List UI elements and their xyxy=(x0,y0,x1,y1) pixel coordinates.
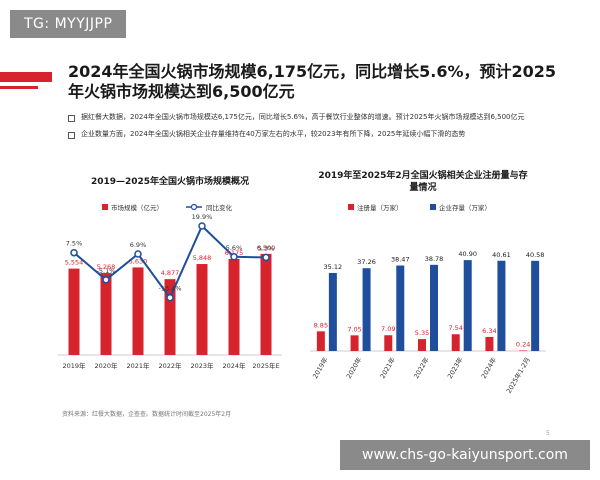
bar-value-label: 7.05 xyxy=(347,325,361,333)
accent-bar xyxy=(0,72,52,82)
bar-value-label: 5,268 xyxy=(97,263,116,271)
chart-title-right: 2019年至2025年2月全国火锅相关企业注册量与存量情况 xyxy=(318,171,528,193)
yoy-value-label: 7.5% xyxy=(66,240,83,248)
chart-market-size: 市场规模（亿元） 同比变化 5,554 2019年 5,268 2020年 5,630 202… xyxy=(58,203,282,370)
bar-value-label: 5,630 xyxy=(129,257,148,265)
bar-registrations xyxy=(519,350,528,351)
yoy-value-label: 5.3% xyxy=(258,244,275,252)
x-tick-label: 2023年 xyxy=(190,361,214,370)
yoy-point xyxy=(166,293,174,302)
yoy-value-label: 19.9% xyxy=(192,213,213,221)
bar-stock xyxy=(497,260,506,351)
yoy-point xyxy=(230,253,238,261)
bar-value-label: 4,877 xyxy=(161,269,180,277)
legend-swatch-stock xyxy=(430,204,436,210)
legend-label-registrations: 注册量（万家） xyxy=(357,203,403,212)
bar-value-label: 40.61 xyxy=(492,251,511,259)
bar-value-label: 37.26 xyxy=(357,258,376,266)
bar-registrations xyxy=(350,335,359,351)
x-tick-label: 2023年 xyxy=(445,355,465,380)
x-tick-label: 2020年 xyxy=(344,355,364,380)
bar-market-size xyxy=(100,273,112,355)
source-note: 资料来源：红餐大数据，企查查。数据统计时间截至2025年2月 xyxy=(62,411,232,418)
bar-value-label: 0.24 xyxy=(516,340,530,348)
bar-market-size xyxy=(196,264,208,355)
yoy-point xyxy=(102,276,110,284)
yoy-point xyxy=(70,248,78,257)
yoy-value-label: 5.6% xyxy=(226,244,243,252)
x-tick-label: 2021年 xyxy=(126,361,150,370)
x-tick-label: 2019年 xyxy=(62,361,86,370)
yoy-point xyxy=(134,250,142,258)
x-tick-label: 2022年 xyxy=(158,361,182,370)
legend-marker-yoy xyxy=(190,203,198,211)
bar-value-label: 6,175 xyxy=(225,249,244,257)
x-tick-label: 2021年 xyxy=(378,355,398,380)
bar-value-label: 6,500 xyxy=(257,244,276,252)
bar-value-label: 7.09 xyxy=(381,325,395,333)
bar-value-label: 8.85 xyxy=(314,321,328,329)
bar-registrations xyxy=(418,339,426,351)
bar-value-label: 5,848 xyxy=(193,254,212,262)
bar-registrations xyxy=(485,336,494,351)
legend-swatch-market-size xyxy=(102,204,108,210)
bar-stock xyxy=(362,268,371,351)
bullet-text: 据红餐大数据，2024年全国火锅市场规模达6,175亿元，同比增长5.6%，高于… xyxy=(81,113,525,121)
bar-value-label: 40.58 xyxy=(526,251,545,259)
yoy-value-label: 6.9% xyxy=(130,241,147,249)
bullet-item: 据红餐大数据，2024年全国火锅市场规模达6,175亿元，同比增长5.6%，高于… xyxy=(68,112,538,123)
yoy-point xyxy=(198,222,206,230)
bar-value-label: 7.54 xyxy=(448,324,462,332)
chart-title-left: 2019—2025年全国火锅市场规模概况 xyxy=(90,177,250,187)
chart-enterprise: 注册量（万家） 企业存量（万家） 8.85 35.12 2019年 7.05 37.26 20… xyxy=(310,203,546,395)
bullet-square-icon xyxy=(68,132,75,139)
footer-url-banner: www.chs-go-kaiyunsport.com xyxy=(340,440,590,470)
bar-registrations xyxy=(384,335,393,351)
bar-market-size xyxy=(164,279,176,355)
bar-value-label: 40.90 xyxy=(458,250,477,258)
bar-market-size xyxy=(68,268,80,355)
legend-label-market-size: 市场规模（亿元） xyxy=(111,203,163,212)
page-title: 2024年全国火锅市场规模6,175亿元，同比增长5.6%，预计2025年火锅市… xyxy=(68,62,557,101)
bar-value-label: 6.34 xyxy=(482,327,496,335)
legend-label-yoy: 同比变化 xyxy=(206,203,233,212)
x-tick-label: 2022年 xyxy=(411,355,431,380)
legend-swatch-registrations xyxy=(348,204,354,210)
bar-value-label: 38.47 xyxy=(391,256,410,264)
legend-label-stock: 企业存量（万家） xyxy=(439,203,491,212)
x-tick-label: 2025年E xyxy=(252,361,279,370)
bar-value-label: 5.35 xyxy=(415,329,429,337)
bar-market-size xyxy=(228,258,240,355)
bullet-square-icon xyxy=(68,115,75,122)
bar-value-label: 35.12 xyxy=(324,263,343,271)
x-tick-label: 2024年 xyxy=(222,361,246,370)
bar-stock xyxy=(396,265,405,351)
yoy-point xyxy=(262,253,270,262)
bar-value-label: 5,554 xyxy=(65,259,84,267)
bar-market-size xyxy=(260,253,272,355)
page-number: 5 xyxy=(546,430,550,437)
accent-line xyxy=(0,86,38,89)
watermark-tag: TG: MYYJJPP xyxy=(10,10,127,38)
bar-value-label: 38.78 xyxy=(425,255,444,263)
x-tick-label: 2024年 xyxy=(479,355,499,380)
bar-stock xyxy=(430,264,438,351)
bar-stock xyxy=(463,260,472,351)
bullet-item: 企业数量方面，2024年全国火锅相关企业存量维持在40万家左右的水平，较2023… xyxy=(68,129,538,140)
x-tick-label: 2020年 xyxy=(94,361,118,370)
x-tick-label: 2019年 xyxy=(310,355,330,380)
bar-stock xyxy=(328,272,337,351)
bullet-list: 据红餐大数据，2024年全国火锅市场规模达6,175亿元，同比增长5.6%，高于… xyxy=(68,112,538,146)
bar-registrations xyxy=(316,331,325,351)
bar-registrations xyxy=(451,334,460,351)
yoy-value-label: -13.4% xyxy=(159,285,182,293)
x-tick-label: 2025年1-2月 xyxy=(504,356,532,395)
bullet-text: 企业数量方面，2024年全国火锅相关企业存量维持在40万家左右的水平，较2023… xyxy=(81,130,466,138)
bar-market-size xyxy=(132,267,144,355)
bar-stock xyxy=(531,260,540,351)
yoy-value-label: -5.1% xyxy=(97,267,116,275)
